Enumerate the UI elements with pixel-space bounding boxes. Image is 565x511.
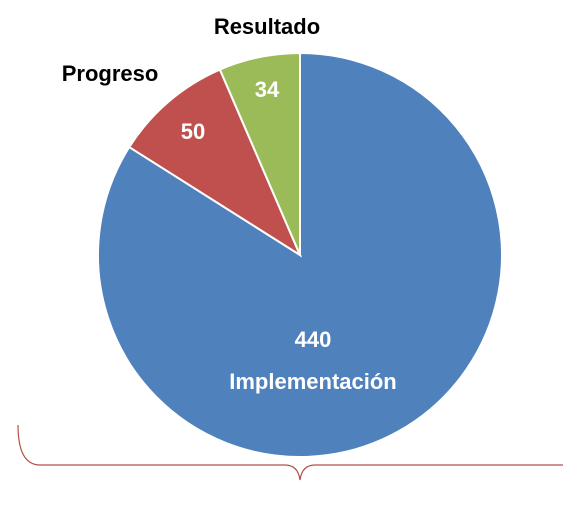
value-label: 440	[295, 327, 332, 352]
value-label: 50	[181, 119, 205, 144]
pie-slice	[127, 68, 303, 258]
category-label: Implementación	[229, 369, 396, 394]
pie-slice	[218, 51, 301, 256]
category-label: Resultado	[214, 14, 320, 39]
category-label: Progreso	[62, 61, 159, 86]
brace	[17, 424, 563, 481]
value-label: 34	[255, 77, 280, 102]
